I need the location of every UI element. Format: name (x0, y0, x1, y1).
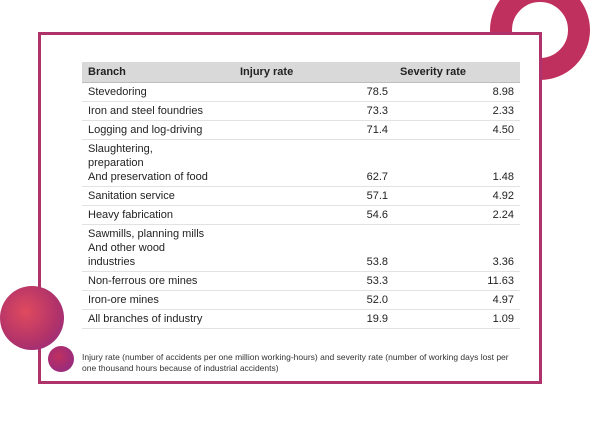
decorative-circle-small (48, 346, 74, 372)
cell-severity-rate: 3.36 (394, 224, 520, 272)
header-branch: Branch (82, 62, 234, 83)
branch-line: industries (88, 256, 136, 268)
table-row: Iron-ore mines 52.0 4.97 (82, 290, 520, 310)
header-severity-rate: Severity rate (394, 62, 520, 83)
table-row: Iron and steel foundries 73.3 2.33 (82, 101, 520, 121)
branch-line: Sanitation service (88, 190, 175, 202)
decorative-circle-large (0, 286, 64, 350)
branch-line: Sawmills, planning mills (88, 228, 205, 240)
cell-branch: Heavy fabrication (82, 205, 234, 225)
cell-severity-rate: 1.09 (394, 309, 520, 329)
cell-severity-rate: 11.63 (394, 271, 520, 291)
cell-severity-rate: 4.92 (394, 186, 520, 206)
cell-injury-rate: 54.6 (234, 205, 394, 225)
table-row: All branches of industry 19.9 1.09 (82, 309, 520, 329)
table-row: Slaughtering, preparation And preservation… (82, 139, 520, 187)
cell-branch: Logging and log-driving (82, 120, 234, 140)
branch-line: preparation (88, 157, 144, 169)
table-row: Sanitation service 57.1 4.92 (82, 186, 520, 206)
cell-injury-rate: 71.4 (234, 120, 394, 140)
cell-injury-rate: 53.3 (234, 271, 394, 291)
cell-branch: Iron-ore mines (82, 290, 234, 310)
table-row: Sawmills, planning mills And other wood in… (82, 224, 520, 272)
cell-severity-rate: 4.50 (394, 120, 520, 140)
cell-severity-rate: 8.98 (394, 82, 520, 102)
table-row: Stevedoring 78.5 8.98 (82, 82, 520, 102)
cell-branch: All branches of industry (82, 309, 234, 329)
branch-line: Logging and log-driving (88, 124, 203, 136)
cell-severity-rate: 4.97 (394, 290, 520, 310)
branch-line: And other wood (88, 242, 166, 254)
branch-line: All branches of industry (88, 313, 203, 325)
table-row: Logging and log-driving 71.4 4.50 (82, 120, 520, 140)
injury-rate-table: Branch Injury rate Severity rate Stevedo… (82, 62, 520, 329)
table-row: Non-ferrous ore mines 53.3 11.63 (82, 271, 520, 291)
table-header-row: Branch Injury rate Severity rate (82, 62, 520, 83)
cell-severity-rate: 1.48 (394, 139, 520, 187)
cell-injury-rate: 53.8 (234, 224, 394, 272)
cell-injury-rate: 73.3 (234, 101, 394, 121)
cell-branch: Non-ferrous ore mines (82, 271, 234, 291)
cell-branch: Sanitation service (82, 186, 234, 206)
branch-line: And preservation of food (88, 171, 208, 183)
branch-line: Iron-ore mines (88, 294, 159, 306)
cell-branch: Stevedoring (82, 82, 234, 102)
cell-injury-rate: 52.0 (234, 290, 394, 310)
cell-injury-rate: 19.9 (234, 309, 394, 329)
cell-branch: Iron and steel foundries (82, 101, 234, 121)
branch-line: Heavy fabrication (88, 209, 173, 221)
cell-branch: Slaughtering, preparation And preservation… (82, 139, 234, 187)
table-row: Heavy fabrication 54.6 2.24 (82, 205, 520, 225)
branch-line: Stevedoring (88, 86, 147, 98)
cell-branch: Sawmills, planning mills And other wood in… (82, 224, 234, 272)
cell-injury-rate: 62.7 (234, 139, 394, 187)
cell-injury-rate: 57.1 (234, 186, 394, 206)
cell-injury-rate: 78.5 (234, 82, 394, 102)
table-footnote: Injury rate (number of accidents per one… (82, 352, 509, 373)
cell-severity-rate: 2.24 (394, 205, 520, 225)
cell-severity-rate: 2.33 (394, 101, 520, 121)
branch-line: Iron and steel foundries (88, 105, 203, 117)
branch-line: Non-ferrous ore mines (88, 275, 198, 287)
header-injury-rate: Injury rate (234, 62, 394, 83)
branch-line: Slaughtering, (88, 143, 153, 155)
